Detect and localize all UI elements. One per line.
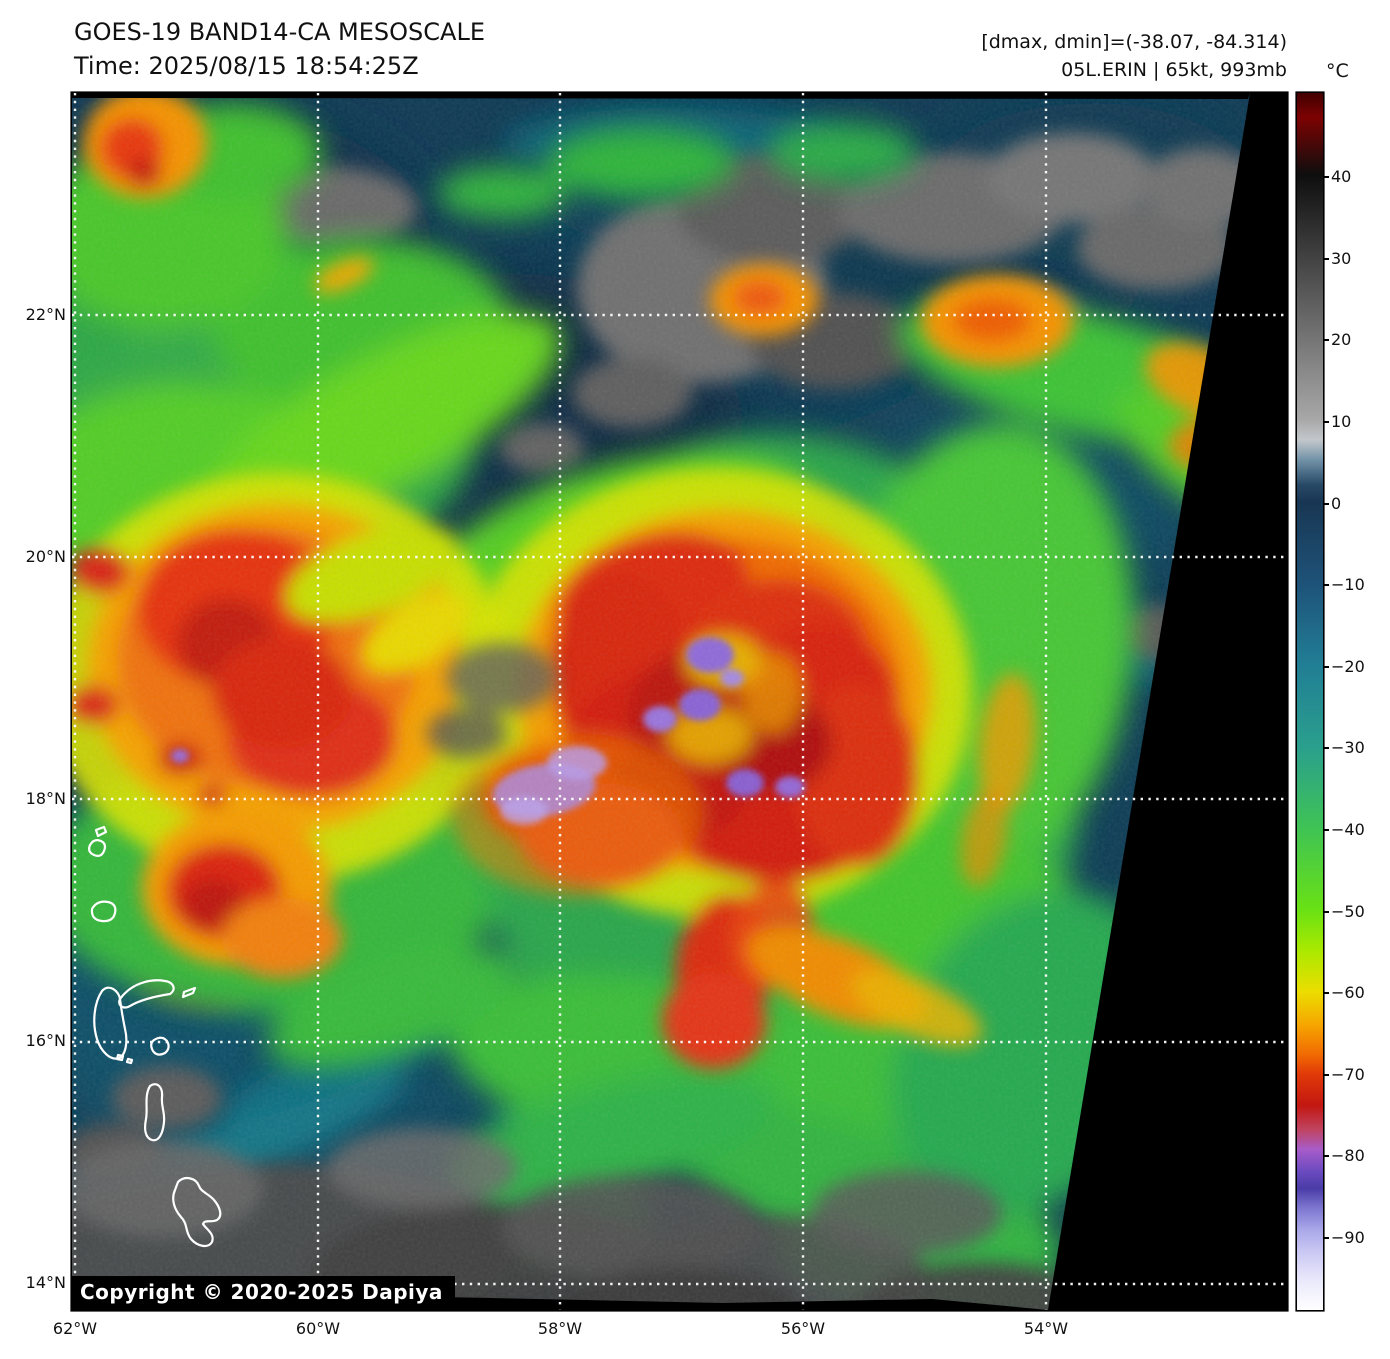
lat-tick-16n: 16°N [25, 1031, 66, 1050]
lon-tick-58w: 58°W [537, 1319, 583, 1338]
colorbar-tick-20: 20 [1323, 330, 1352, 349]
colorbar-tick-m60: −60 [1324, 983, 1365, 1002]
colorbar-tick-m40: −40 [1324, 820, 1365, 839]
lon-tick-60w: 60°W [295, 1319, 341, 1338]
colorbar-tick-10: 10 [1323, 412, 1352, 431]
lat-tick-22n: 22°N [25, 305, 66, 324]
colorbar-tick-40: 40 [1323, 167, 1352, 186]
graticule-gridlines [72, 93, 1287, 1310]
colorbar-tick-30: 30 [1323, 249, 1352, 268]
lat-tick-20n: 20°N [25, 547, 66, 566]
storm-info: 05L.ERIN | 65kt, 993mb [1061, 59, 1287, 81]
lat-tick-14n: 14°N [25, 1273, 66, 1292]
data-range-info: [dmax, dmin]=(-38.07, -84.314) [981, 31, 1287, 53]
colorbar-tick-m70: −70 [1324, 1065, 1365, 1084]
copyright-notice: Copyright © 2020-2025 Dapiya [72, 1276, 455, 1310]
timestamp: Time: 2025/08/15 18:54:25Z [74, 52, 419, 80]
page-title: GOES-19 BAND14-CA MESOSCALE [74, 18, 485, 46]
lon-tick-54w: 54°W [1023, 1319, 1069, 1338]
satellite-map: Copyright © 2020-2025 Dapiya [72, 93, 1287, 1310]
colorbar-tick-m30: −30 [1324, 738, 1365, 757]
colorbar-unit-label: °C [1326, 60, 1349, 82]
colorbar-tick-m10: −10 [1324, 575, 1365, 594]
colorbar-tick-m20: −20 [1324, 657, 1365, 676]
colorbar-tick-m90: −90 [1324, 1228, 1365, 1247]
lat-tick-18n: 18°N [25, 789, 66, 808]
colorbar-tick-m80: −80 [1324, 1146, 1365, 1165]
lon-tick-62w: 62°W [52, 1319, 98, 1338]
lon-tick-56w: 56°W [780, 1319, 826, 1338]
colorbar [1297, 93, 1323, 1310]
colorbar-tick-0: 0 [1323, 494, 1342, 513]
satellite-imagery [72, 93, 1287, 1310]
coastlines [88, 825, 222, 1248]
colorbar-tick-m50: −50 [1324, 902, 1365, 921]
